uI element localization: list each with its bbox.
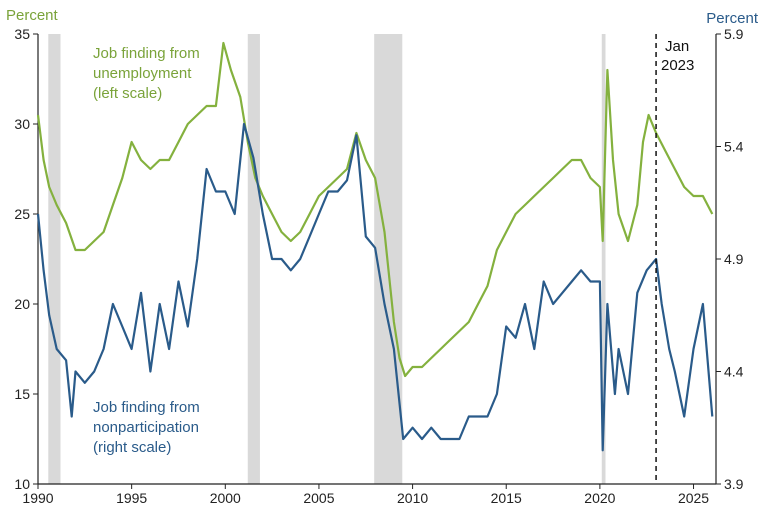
unemployment-label-line-1: Job finding from	[93, 45, 200, 62]
nonparticipation-label-line-2: nonparticipation	[93, 419, 199, 436]
recession-band	[601, 34, 606, 484]
x-tick-label: 2015	[491, 490, 522, 506]
nonparticipation-series-line	[36, 122, 714, 452]
y-right-tick-label: 4.4	[724, 364, 744, 380]
marker-label-month: Jan	[665, 38, 689, 55]
x-tick-label: 2020	[584, 490, 615, 506]
nonparticipation-label-line-3: (right scale)	[93, 439, 171, 456]
unemployment-series-line	[36, 41, 714, 378]
y-left-tick-label: 20	[14, 296, 30, 312]
unemployment-series-label: Job finding from unemployment (left scal…	[93, 45, 200, 102]
x-tick-label: 2000	[210, 490, 241, 506]
unemployment-label-line-2: unemployment	[93, 65, 192, 82]
y-left-tick-label: 10	[14, 476, 30, 492]
y-left-tick-label: 30	[14, 116, 30, 132]
recession-band	[48, 34, 61, 484]
x-tick-label: 2010	[397, 490, 428, 506]
y-left-tick-label: 35	[14, 26, 30, 42]
y-left-tick-label: 15	[14, 386, 30, 402]
recession-band	[247, 34, 260, 484]
axes: 1990 1995 2000 2005 2010 2015 2020 202510152025…	[14, 26, 743, 506]
x-tick-label: 1990	[22, 490, 53, 506]
y-right-tick-label: 5.9	[724, 26, 744, 42]
nonparticipation-series-label: Job finding from nonparticipation (right…	[93, 399, 200, 456]
x-tick-label: 1995	[116, 490, 147, 506]
nonparticipation-label-line-1: Job finding from	[93, 399, 200, 416]
x-tick-label: 2025	[678, 490, 709, 506]
marker-label-year: 2023	[661, 57, 694, 74]
y-right-tick-label: 3.9	[724, 476, 744, 492]
series-lines	[36, 41, 714, 452]
x-tick-label: 2005	[303, 490, 334, 506]
right-axis-title: Percent	[706, 10, 759, 27]
unemployment-label-line-3: (left scale)	[93, 85, 162, 102]
y-right-tick-label: 5.4	[724, 139, 744, 155]
left-axis-title: Percent	[6, 7, 59, 24]
y-right-tick-label: 4.9	[724, 251, 744, 267]
y-left-tick-label: 25	[14, 206, 30, 222]
